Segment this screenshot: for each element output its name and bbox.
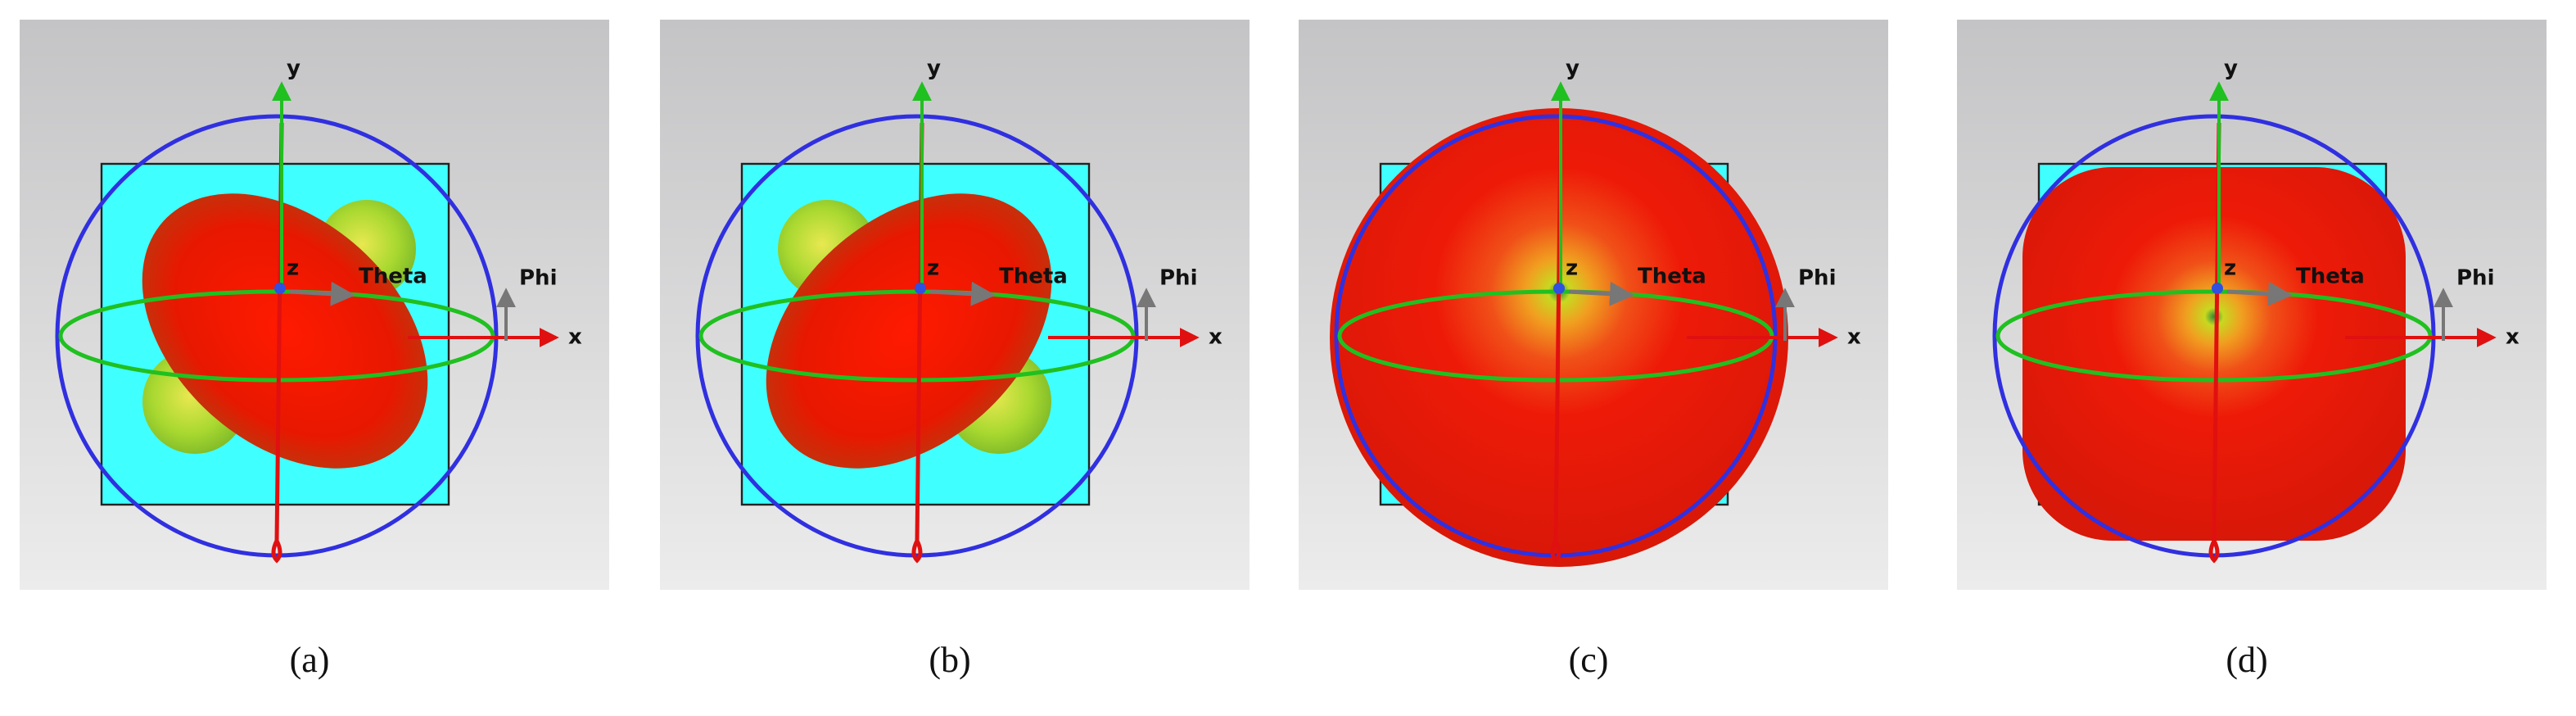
panel-caption: (c)	[1569, 640, 1609, 680]
z-label: z	[927, 256, 939, 281]
panel-caption: (b)	[929, 640, 970, 680]
panel: y z Theta Phi x (d)	[1957, 20, 2547, 680]
theta-arrow	[289, 281, 355, 306]
z-axis-line	[911, 122, 924, 564]
theta-label: Theta	[999, 265, 1068, 289]
x-label: x	[1847, 325, 1861, 350]
z-label: z	[2224, 256, 2236, 281]
z-axis-line	[271, 122, 284, 564]
theta-arrow	[929, 281, 996, 306]
y-label: y	[927, 57, 941, 81]
panel: y z Theta Phi x (b)	[660, 20, 1250, 680]
z-axis-line	[1550, 122, 1563, 564]
z-label: z	[1566, 256, 1578, 281]
main-lobe	[766, 193, 1052, 469]
origin-dot	[1553, 283, 1565, 294]
panel: y z Theta Phi x (c)	[1299, 20, 1888, 680]
theta-label: Theta	[359, 265, 427, 289]
y-label: y	[287, 57, 301, 81]
phi-label: Phi	[1798, 266, 1836, 291]
theta-label: Theta	[2296, 265, 2365, 289]
y-label: y	[1566, 57, 1579, 81]
phi-label: Phi	[1159, 266, 1197, 291]
z-label: z	[287, 256, 299, 281]
x-label: x	[2506, 325, 2520, 350]
panel-caption: (a)	[290, 640, 330, 680]
y-label: y	[2224, 57, 2238, 81]
panel-caption: (d)	[2226, 640, 2267, 680]
x-label: x	[1209, 325, 1222, 350]
phi-label: Phi	[2456, 266, 2494, 291]
theta-arrow	[2226, 281, 2293, 306]
z-axis-line	[2208, 122, 2221, 564]
theta-label: Theta	[1638, 265, 1706, 289]
main-lobe	[142, 193, 428, 469]
x-label: x	[568, 325, 582, 350]
main-lobe	[2022, 167, 2406, 541]
origin-dot	[915, 283, 926, 294]
theta-arrow	[1568, 281, 1634, 306]
origin-dot	[274, 283, 286, 294]
origin-dot	[2212, 283, 2223, 294]
phi-label: Phi	[519, 266, 557, 291]
panel: y z Theta Phi x (a)	[20, 20, 609, 680]
